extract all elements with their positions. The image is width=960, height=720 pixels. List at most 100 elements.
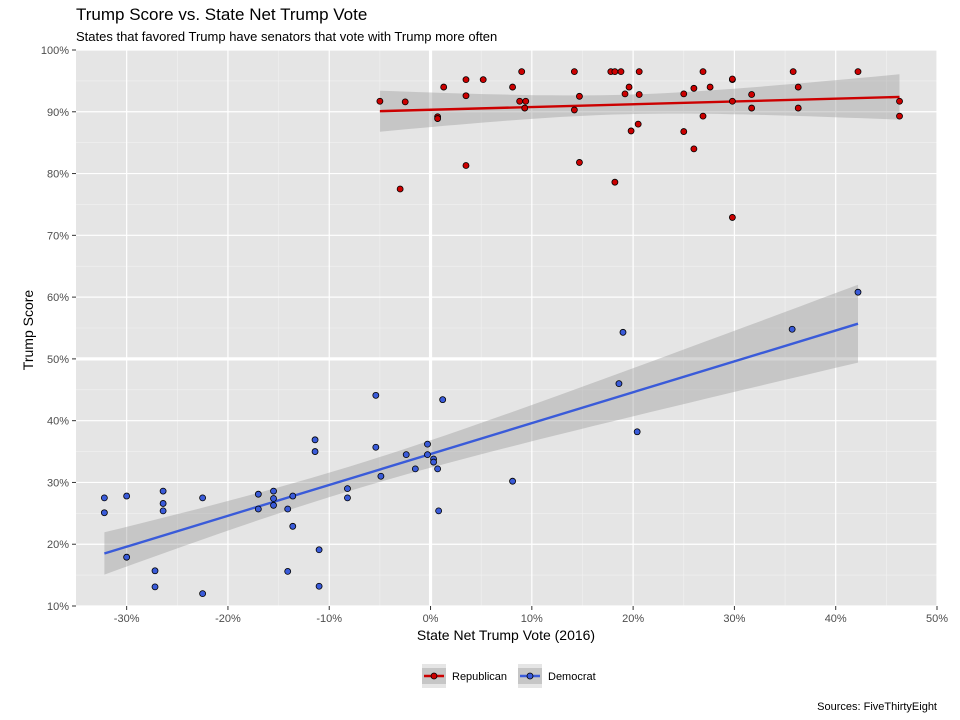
point-republican	[627, 127, 635, 135]
point-democrat	[315, 582, 323, 590]
y-tick-label: 20%	[47, 539, 69, 551]
y-tick-label: 30%	[47, 477, 69, 489]
y-axis-title: Trump Score	[20, 290, 36, 371]
point-republican	[434, 115, 442, 122]
point-republican	[401, 98, 409, 106]
source-caption: Sources: FiveThirtyEight	[817, 701, 937, 713]
point-republican	[521, 104, 529, 112]
point-republican	[518, 68, 526, 76]
chart-title: Trump Score vs. State Net Trump Vote	[76, 5, 367, 24]
point-republican	[509, 83, 516, 91]
point-democrat	[270, 487, 277, 495]
point-democrat	[254, 490, 262, 498]
point-democrat	[424, 451, 431, 459]
point-republican	[625, 83, 633, 91]
legend-label: Democrat	[548, 671, 596, 683]
point-democrat	[854, 288, 862, 296]
x-tick-label: 10%	[521, 613, 543, 625]
point-republican	[699, 68, 707, 76]
x-axis-title: State Net Trump Vote (2016)	[417, 627, 595, 643]
point-democrat	[199, 590, 207, 598]
point-democrat	[270, 495, 277, 502]
point-republican	[611, 68, 619, 76]
point-democrat	[439, 396, 447, 404]
point-republican	[396, 185, 404, 193]
point-democrat	[434, 465, 442, 473]
y-tick-label: 60%	[47, 292, 69, 304]
y-tick-label: 80%	[47, 169, 69, 181]
point-republican	[706, 83, 714, 91]
x-tick-label: 30%	[723, 613, 745, 625]
point-republican	[728, 97, 736, 105]
x-tick-label: -30%	[114, 613, 140, 625]
point-republican	[854, 68, 862, 76]
point-democrat	[315, 546, 323, 554]
point-republican	[728, 75, 736, 83]
point-democrat	[100, 494, 108, 502]
point-democrat	[289, 492, 297, 500]
point-democrat	[159, 507, 167, 515]
point-democrat	[123, 492, 131, 500]
point-democrat	[372, 391, 380, 399]
point-republican	[748, 104, 756, 112]
point-republican	[794, 104, 802, 112]
x-tick-label: -20%	[215, 613, 241, 625]
point-republican	[896, 112, 903, 120]
point-democrat	[123, 553, 131, 561]
point-republican	[680, 90, 688, 98]
point-democrat	[435, 507, 443, 515]
point-democrat	[289, 522, 297, 530]
point-democrat	[284, 505, 292, 513]
point-republican	[748, 91, 756, 98]
point-democrat	[633, 428, 641, 436]
point-republican	[621, 90, 629, 98]
point-democrat	[619, 328, 627, 336]
x-tick-label: 50%	[926, 613, 948, 625]
point-democrat	[311, 448, 319, 455]
point-democrat	[311, 436, 319, 444]
legend-label: Republican	[452, 671, 507, 683]
point-democrat	[284, 568, 292, 575]
point-democrat	[788, 325, 796, 333]
x-tick-label: 0%	[423, 613, 439, 625]
point-democrat	[159, 500, 167, 507]
point-democrat	[377, 472, 385, 480]
point-republican	[690, 84, 698, 92]
legend-key-point	[430, 672, 438, 680]
point-republican	[789, 68, 797, 76]
point-republican	[376, 97, 384, 105]
point-republican	[635, 91, 643, 98]
point-republican	[440, 83, 448, 91]
point-republican	[576, 92, 583, 100]
point-republican	[522, 97, 530, 105]
x-tick-label: -10%	[316, 613, 342, 625]
point-democrat	[100, 509, 108, 517]
point-democrat	[151, 567, 159, 575]
point-republican	[462, 162, 470, 169]
y-tick-label: 40%	[47, 416, 69, 428]
point-republican	[479, 76, 487, 84]
point-democrat	[254, 505, 262, 513]
point-republican	[462, 92, 470, 100]
point-democrat	[344, 485, 351, 493]
legend: Republican Democrat	[422, 664, 596, 688]
y-tick-label: 10%	[47, 601, 69, 613]
point-republican	[699, 112, 707, 120]
point-republican	[794, 83, 802, 91]
point-republican	[617, 68, 625, 76]
point-republican	[570, 106, 578, 114]
point-republican	[635, 68, 643, 76]
point-democrat	[372, 443, 380, 451]
point-democrat	[424, 440, 431, 448]
point-republican	[896, 97, 903, 105]
point-democrat	[402, 451, 410, 459]
point-republican	[680, 128, 688, 135]
x-tick-label: 40%	[825, 613, 847, 625]
point-republican	[728, 214, 736, 221]
y-tick-label: 100%	[41, 45, 69, 57]
trend-line-democrat	[104, 322, 859, 555]
point-democrat	[615, 380, 623, 388]
trend-line-republican	[379, 95, 900, 113]
point-republican	[576, 159, 583, 166]
